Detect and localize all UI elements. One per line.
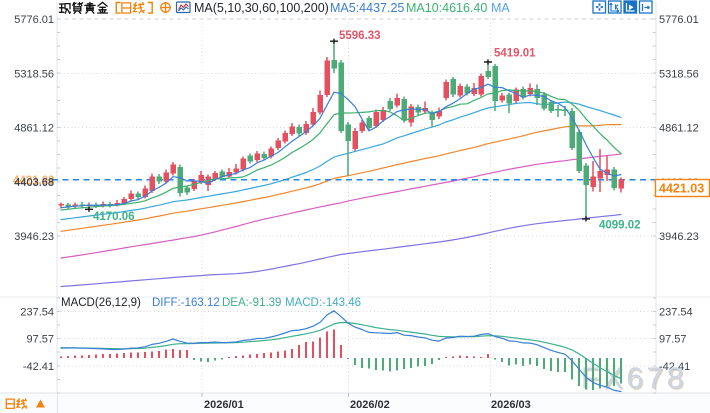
svg-text:MA: MA (491, 1, 510, 15)
svg-text:97.57: 97.57 (659, 334, 687, 346)
svg-text:-42.41: -42.41 (23, 361, 54, 373)
svg-text:FX678: FX678 (581, 362, 687, 395)
svg-text:MACD(26,12,9): MACD(26,12,9) (61, 297, 141, 309)
svg-text:3946.23: 3946.23 (14, 231, 54, 243)
svg-text:MACD:-143.46: MACD:-143.46 (285, 297, 361, 309)
svg-text:4403.68: 4403.68 (14, 177, 54, 189)
svg-text:4421.03: 4421.03 (13, 175, 55, 187)
svg-text:4099.02: 4099.02 (599, 220, 641, 232)
svg-text:5776.01: 5776.01 (14, 14, 54, 26)
svg-text:4861.12: 4861.12 (659, 123, 699, 135)
svg-text:2026/02: 2026/02 (350, 399, 390, 411)
svg-text:5776.01: 5776.01 (659, 14, 699, 26)
svg-text:5318.56: 5318.56 (14, 68, 54, 80)
svg-text:4861.12: 4861.12 (14, 123, 54, 135)
svg-text:5419.01: 5419.01 (494, 48, 536, 60)
svg-text:237.54: 237.54 (20, 307, 54, 319)
svg-text:DIFF:-163.12: DIFF:-163.12 (152, 297, 220, 309)
svg-text:4403.68: 4403.68 (14, 177, 54, 189)
svg-text:2026/03: 2026/03 (491, 399, 531, 411)
svg-text:DEA:-91.39: DEA:-91.39 (222, 297, 281, 309)
svg-text:-42.41: -42.41 (659, 361, 690, 373)
svg-text:MA10:4616.40: MA10:4616.40 (406, 1, 487, 15)
svg-text:5596.33: 5596.33 (339, 30, 381, 42)
svg-text:3946.23: 3946.23 (659, 231, 699, 243)
svg-text:4170.06: 4170.06 (93, 211, 135, 223)
svg-text:4421.03: 4421.03 (659, 182, 704, 196)
svg-text:MA(5,10,30,60,100,200): MA(5,10,30,60,100,200) (194, 1, 329, 15)
svg-text:97.57: 97.57 (26, 334, 54, 346)
svg-text:2026/01: 2026/01 (204, 399, 244, 411)
svg-text:MA5:4437.25: MA5:4437.25 (330, 1, 404, 15)
svg-text:5318.56: 5318.56 (659, 68, 699, 80)
svg-text:237.54: 237.54 (659, 307, 693, 319)
